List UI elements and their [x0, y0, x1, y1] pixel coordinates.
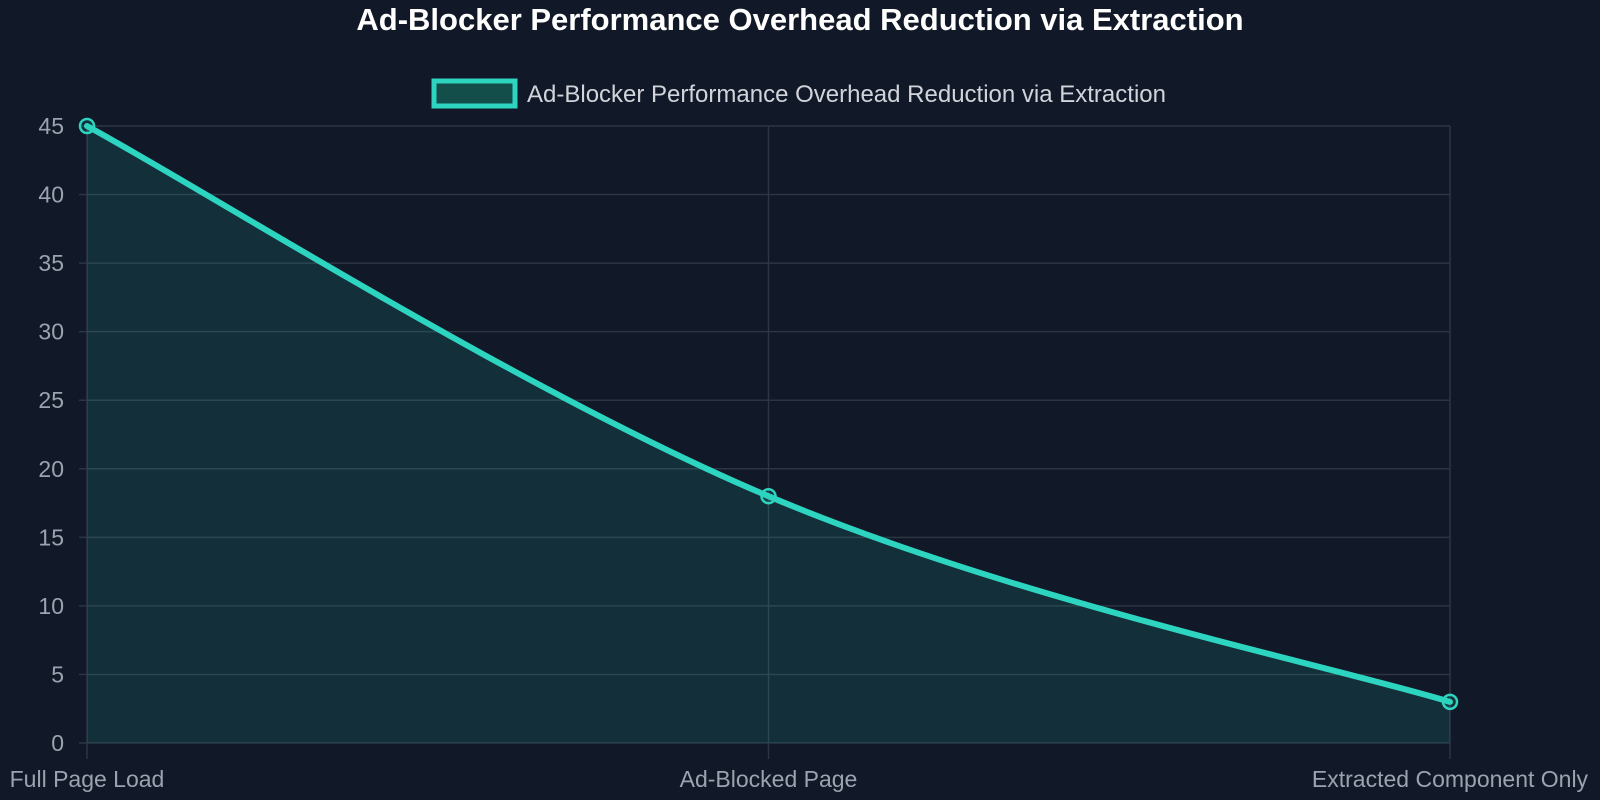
data-point[interactable] [78, 117, 96, 135]
series-line[interactable] [84, 123, 1453, 705]
y-tick-label: 0 [51, 730, 64, 756]
x-tick-label: Full Page Load [10, 766, 165, 792]
chart-title: Ad-Blocker Performance Overhead Reductio… [356, 2, 1243, 37]
y-tick-label: 15 [38, 524, 64, 550]
line-layer [84, 123, 1453, 705]
x-tick-label: Ad-Blocked Page [680, 766, 858, 792]
legend-label: Ad-Blocker Performance Overhead Reductio… [527, 81, 1166, 108]
y-tick-label: 40 [38, 182, 64, 208]
area-layer [87, 126, 1450, 743]
y-tick-label: 5 [51, 661, 64, 687]
x-tick-label: Extracted Component Only [1312, 766, 1589, 792]
legend[interactable]: Ad-Blocker Performance Overhead Reductio… [431, 78, 1166, 109]
y-axis-ticks: 0 5 10 15 20 25 30 35 40 45 [38, 113, 64, 756]
y-tick-label: 30 [38, 319, 64, 345]
y-tick-label: 20 [38, 456, 64, 482]
x-axis-ticks: Full Page Load Ad-Blocked Page Extracted C… [10, 766, 1589, 792]
y-tick-label: 45 [38, 113, 64, 139]
data-point[interactable] [760, 487, 777, 505]
points-layer [78, 117, 1459, 711]
legend-swatch [431, 78, 518, 109]
y-tick-label: 25 [38, 387, 64, 413]
y-tick-label: 35 [38, 250, 64, 276]
data-point[interactable] [1441, 693, 1459, 711]
y-tick-label: 10 [38, 593, 64, 619]
grid-layer [79, 125, 1451, 759]
series-area-fill [87, 126, 1450, 743]
